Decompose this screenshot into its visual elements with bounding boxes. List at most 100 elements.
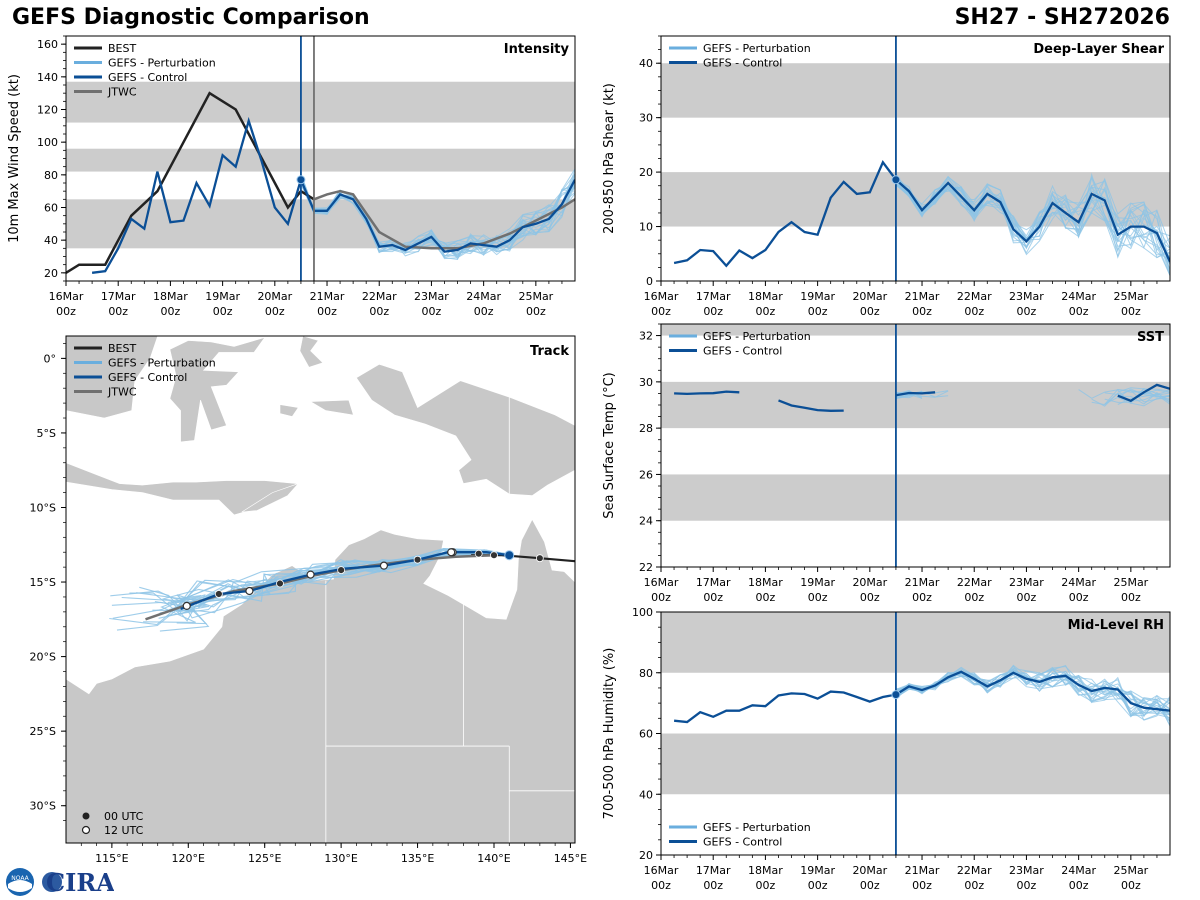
x-tick-day: 25Mar [1113,290,1148,303]
x-tick-day: 21Mar [310,290,345,303]
x-tick-hour: 00z [1017,305,1037,318]
y-tick-label: 40 [44,234,58,247]
init-marker [891,175,901,185]
track-point-00utc [337,566,346,575]
legend-label-control: GEFS - Control [108,371,187,384]
x-tick-day: 19Mar [800,576,835,589]
x-tick-hour: 00z [964,305,984,318]
x-tick-hour: 00z [964,591,984,604]
lat-tick-label: 5°S [37,427,56,440]
perturbation-line [895,668,1170,711]
y-tick-label: 32 [639,330,653,343]
perturbation-line [895,174,1170,259]
shaded-band-1 [66,148,575,172]
x-tick-hour: 00z [860,591,880,604]
new-guinea-landmass [355,363,575,496]
perturbation-line [300,176,575,252]
lon-tick-label: 115°E [95,852,128,865]
lat-tick-label: 10°S [30,501,56,514]
shaded-band-2 [661,324,1170,336]
x-tick-hour: 00z [1017,591,1037,604]
control-forecast-line [895,178,1170,263]
best-track-line [66,91,315,274]
x-tick-hour: 00z [369,305,389,318]
x-tick-day: 21Mar [905,290,940,303]
legend-label-jtwc: JTWC [107,86,137,99]
x-tick-day: 22Mar [957,576,992,589]
x-tick-day: 19Mar [205,290,240,303]
storm-init-position [504,550,515,561]
shaded-band-0 [661,733,1170,795]
x-tick-day: 23Mar [414,290,449,303]
panel-title: Track [530,344,569,359]
x-tick-day: 20Mar [257,290,292,303]
legend-label-control: GEFS - Control [108,71,187,84]
australia-landmass [66,518,575,843]
lon-tick-label: 120°E [172,852,205,865]
x-tick-day: 17Mar [101,290,136,303]
storm-id-label: SH27 - SH272026 [954,5,1170,30]
map-area [66,336,575,843]
globe-icon [42,872,62,892]
cira-logo: NOAA CIRA [6,868,114,897]
y-tick-label: 40 [639,57,653,70]
control-segment-2 [895,391,936,397]
x-tick-day: 19Mar [800,864,835,877]
plot-area-rh [661,612,1170,795]
panel-title: Mid-Level RH [1068,618,1164,633]
sst-panel: 22 24 26 28 30 32 16Mar 00z 17Mar 00z 18Mar 00z 19Ma… [602,323,1171,604]
legend-label-perturbation: GEFS - Perturbation [703,42,811,55]
shaded-band-1 [661,63,1170,118]
x-tick-hour: 00z [912,305,932,318]
lat-tick-label: 0° [44,352,57,365]
track-point-12utc [379,561,389,570]
x-tick-day: 20Mar [852,576,887,589]
page-title: GEFS Diagnostic Comparison [12,5,370,30]
x-tick-hour: 00z [808,591,828,604]
shear-panel: 0 10 20 30 40 16Mar 00z 17Mar 00z 18Mar 00z 19Mar 00… [602,35,1171,318]
x-tick-hour: 00z [1121,591,1141,604]
x-tick-hour: 00z [213,305,233,318]
y-tick-label: 26 [639,468,653,481]
rh-panel: 20 40 60 80 100 16Mar 00z 17Mar 00z 18Mar 00z 19Mar… [602,606,1171,892]
y-tick-label: 20 [44,267,58,280]
track-map-panel: 115°E 120°E 125°E 130°E 135°E 140°E 145°E 0° 5°S… [30,335,587,865]
y-tick-label: 140 [37,71,58,84]
y-tick-label: 30 [639,376,653,389]
x-tick-hour: 00z [651,305,671,318]
x-tick-hour: 00z [1069,305,1089,318]
plot-area-sst [661,324,1170,521]
x-tick-day: 18Mar [748,290,783,303]
borneo-island [66,336,159,419]
cira-logo-text: CIRA [46,868,114,897]
track-point-00utc [214,590,223,598]
legend-label-12utc: 12 UTC [104,824,144,837]
x-tick-hour: 00z [526,305,546,318]
x-tick-hour: 00z [1121,305,1141,318]
panel-title: Deep-Layer Shear [1033,42,1164,57]
x-tick-hour: 00z [703,305,723,318]
y-axis-label: 700-500 hPa Humidity (%) [602,648,617,820]
x-tick-day: 18Mar [748,864,783,877]
halmahera-island [299,336,324,368]
lon-tick-label: 145°E [554,852,587,865]
perturbation-line [895,668,1170,716]
x-tick-hour: 00z [1121,879,1141,892]
x-tick-hour: 00z [161,305,181,318]
legend-label-perturbation: GEFS - Perturbation [108,357,216,370]
lon-tick-label: 130°E [324,852,357,865]
x-tick-hour: 00z [108,305,128,318]
x-tick-hour: 00z [912,591,932,604]
perturbation-line [1078,389,1170,399]
y-tick-label: 24 [639,515,653,528]
control-forecast-line [895,670,1170,712]
track-point-12utc [306,570,315,579]
init-marker [891,690,901,700]
x-tick-day: 24Mar [466,290,501,303]
legend-label-best: BEST [108,42,136,55]
control-analysis-line [673,160,897,268]
x-tick-day: 16Mar [644,864,679,877]
x-tick-day: 21Mar [905,576,940,589]
map-frame [65,335,576,844]
legend-label-control: GEFS - Control [703,57,782,70]
